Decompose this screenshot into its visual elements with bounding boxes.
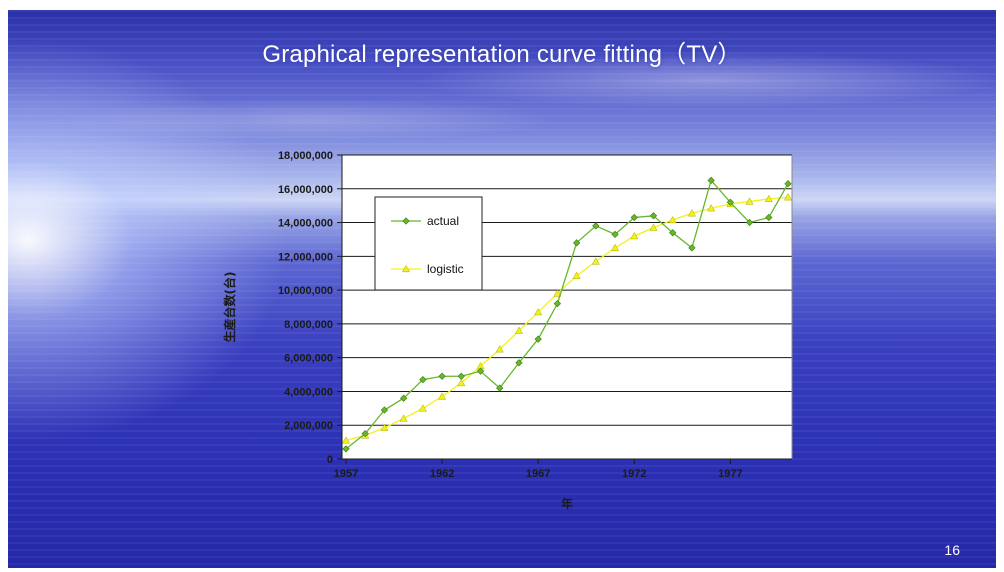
data-point-logistic [399,414,408,422]
data-point-logistic [630,231,639,240]
data-point-logistic [783,193,793,201]
data-point-logistic [649,223,658,231]
data-point-logistic [380,423,389,431]
data-point-logistic [457,378,466,387]
data-point-logistic [514,326,523,334]
data-point-actual [630,213,638,222]
data-point-logistic [534,307,543,316]
legend-box [374,196,483,291]
slide-title: Graphical representation curve fitting（T… [262,41,742,68]
series-group [341,176,793,453]
data-point-actual [515,359,523,367]
slide-background: Graphical representation curve fitting（T… [8,10,996,568]
legend-label-actual: actual [427,214,459,228]
x-tick-label: 1977 [718,468,742,480]
x-axis-title: 年 [561,496,573,511]
legend: actual logistic [374,196,483,291]
data-point-logistic [341,436,351,444]
data-point-actual [553,299,562,308]
data-point-logistic [611,243,620,252]
y-tick-label: 0 [327,454,333,466]
y-tick-label: 8,000,000 [284,319,333,331]
x-tick-label: 1972 [622,468,646,480]
data-point-actual [592,222,600,230]
data-point-logistic [764,194,773,203]
x-tick-label: 1962 [430,468,454,480]
data-point-actual [784,180,792,188]
data-point-actual [457,372,465,380]
axes [337,154,793,464]
y-tick-label: 18,000,000 [278,150,333,162]
y-tick-label: 16,000,000 [278,184,333,196]
data-point-logistic [495,345,504,353]
data-point-logistic [707,204,716,212]
y-tick-labels: 0 2,000,000 4,000,000 6,000,000 8,000,000 10,… [278,150,333,466]
y-tick-label: 10,000,000 [278,285,333,297]
y-tick-label: 6,000,000 [284,353,333,365]
data-point-actual [534,335,542,343]
data-point-logistic [745,197,754,205]
data-point-actual [726,198,734,206]
data-point-actual [707,176,715,184]
data-point-actual [361,430,369,438]
y-tick-label: 2,000,000 [284,420,333,432]
data-point-logistic [591,257,600,265]
data-point-logistic [438,392,447,400]
data-point-actual [476,367,485,375]
data-point-actual [496,384,504,392]
data-point-logistic [553,289,562,297]
data-point-actual [688,244,696,252]
y-tick-label: 14,000,000 [278,218,333,230]
x-tick-labels: 1957 1962 1967 1972 1977 [334,468,743,480]
x-tick-label: 1967 [526,468,550,480]
data-point-logistic [418,404,427,412]
data-point-actual [572,239,581,247]
legend-marker-actual [402,217,410,225]
data-point-actual [419,375,427,384]
page-number: 16 [944,542,960,558]
data-point-actual [438,372,446,380]
data-point-actual [765,213,773,222]
data-point-logistic [572,271,581,279]
y-tick-label: 12,000,000 [278,251,333,263]
legend-label-logistic: logistic [427,262,464,276]
data-point-actual [400,394,408,402]
data-point-logistic [668,215,677,224]
y-tick-label: 4,000,000 [284,386,333,398]
data-point-actual [745,218,754,227]
data-point-actual [649,212,658,220]
legend-marker-logistic [401,264,411,273]
y-axis-title: 生産台数(台) [222,272,237,343]
data-point-actual [611,230,619,239]
data-point-actual [669,229,677,237]
data-point-actual [342,445,350,453]
x-tick-label: 1957 [334,468,358,480]
line-chart: 0 2,000,000 4,000,000 6,000,000 8,000,000 10,… [222,150,793,511]
data-point-logistic [687,209,696,217]
series-line-actual [345,179,789,450]
data-point-actual [380,406,389,414]
